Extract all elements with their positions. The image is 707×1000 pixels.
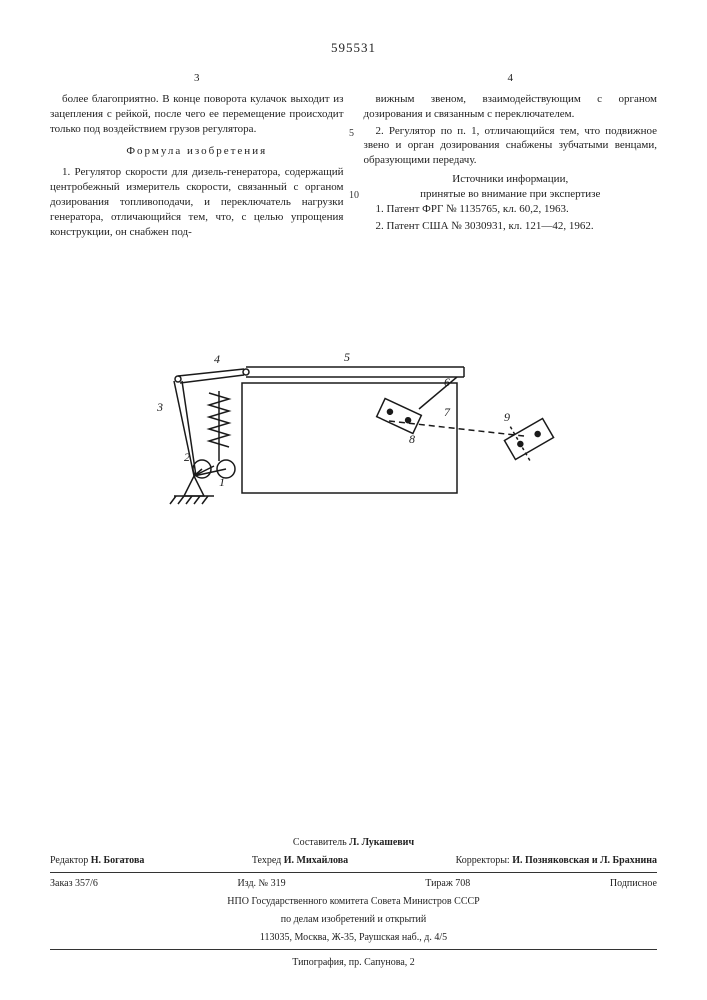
label-6: 6 (444, 375, 450, 389)
label-9: 9 (504, 410, 510, 424)
podpisnoe: Подписное (610, 877, 657, 891)
tirazh: Тираж 708 (425, 877, 470, 891)
ref1: 1. Патент ФРГ № 1135765, кл. 60,2, 1963. (364, 202, 658, 217)
left-p1: более благоприятно. В конце поворота кул… (50, 92, 344, 137)
gutter-5: 5 (349, 128, 354, 139)
sources-sub: принятые во внимание при экспертизе (364, 187, 658, 202)
tech-name: И. Михайлова (284, 855, 348, 866)
editor-name: Н. Богатова (91, 855, 145, 866)
mechanical-diagram: 1 2 3 4 5 6 7 8 9 (124, 321, 584, 521)
izd-num: Изд. № 319 (237, 877, 285, 891)
gutter-10: 10 (349, 190, 359, 201)
org-line2: по делам изобретений и открытий (50, 913, 657, 927)
ref2: 2. Патент США № 3030931, кл. 121—42, 196… (364, 219, 658, 234)
corr-names: И. Позняковская и Л. Брахнина (512, 855, 657, 866)
compiler-label: Составитель (293, 837, 347, 848)
right-column: 4 вижным звеном, взаимодействующим с орг… (364, 71, 658, 241)
text-columns: 3 более благоприятно. В конце поворота к… (50, 71, 657, 241)
label-5: 5 (344, 350, 350, 364)
order-num: Заказ 357/6 (50, 877, 98, 891)
org-line1: НПО Государственного комитета Совета Мин… (50, 895, 657, 909)
col-num-left: 3 (50, 71, 344, 86)
label-7: 7 (444, 405, 451, 419)
typography: Типография, пр. Сапунова, 2 (50, 956, 657, 970)
diagram-area: 1 2 3 4 5 6 7 8 9 (50, 321, 657, 521)
patent-number: 595531 (50, 40, 657, 56)
label-3: 3 (156, 400, 163, 414)
right-p2: 2. Регулятор по п. 1, отличающийся тем, … (364, 124, 658, 169)
sources-title: Источники информации, (364, 172, 658, 187)
label-1: 1 (219, 475, 225, 489)
compiler-name: Л. Лукашевич (349, 837, 414, 848)
right-p1: вижным звеном, взаимодействующим с орган… (364, 92, 658, 122)
label-8: 8 (409, 432, 415, 446)
tech-label: Техред (252, 855, 281, 866)
left-column: 3 более благоприятно. В конце поворота к… (50, 71, 344, 241)
col-num-right: 4 (364, 71, 658, 86)
label-4: 4 (214, 352, 220, 366)
footer-block: Составитель Л. Лукашевич Редактор Н. Бог… (50, 832, 657, 970)
left-p2: 1. Регулятор скорости для дизель-генерат… (50, 165, 344, 239)
label-2: 2 (184, 450, 190, 464)
corr-label: Корректоры: (456, 855, 510, 866)
editor-label: Редактор (50, 855, 88, 866)
formula-title: Формула изобретения (50, 144, 344, 159)
org-addr: 113035, Москва, Ж-35, Раушская наб., д. … (50, 931, 657, 945)
